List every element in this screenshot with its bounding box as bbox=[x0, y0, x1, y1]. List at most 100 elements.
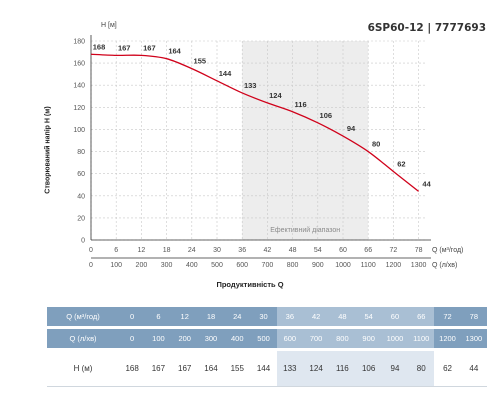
table-cell-h: 62 bbox=[434, 351, 461, 387]
table-cell-q-lmin: 200 bbox=[171, 329, 198, 348]
y-tick-label: 40 bbox=[77, 193, 85, 200]
x-tick-label-m3h: 36 bbox=[238, 247, 246, 254]
x-tick-label-m3h: 6 bbox=[114, 247, 118, 254]
y-tick-label: 140 bbox=[73, 83, 85, 90]
x-tick-label-lmin: 600 bbox=[236, 262, 248, 269]
x-tick-label-m3h: 78 bbox=[415, 247, 423, 254]
x-tick-label-m3h: 48 bbox=[289, 247, 297, 254]
table-cell-q-m3h: 72 bbox=[434, 307, 461, 326]
x-tick-label-lmin: 900 bbox=[312, 262, 324, 269]
x-tick-label-lmin: 800 bbox=[287, 262, 299, 269]
table-cell-q-m3h: 66 bbox=[408, 307, 435, 326]
x-tick-label-m3h: 60 bbox=[339, 247, 347, 254]
y-tick-label: 120 bbox=[73, 105, 85, 112]
y-tick-label: 60 bbox=[77, 171, 85, 178]
pump-curve-chart: Ефективний діапазон020406080100120140160… bbox=[73, 22, 463, 269]
table-cell-h: 106 bbox=[355, 351, 382, 387]
performance-table: Q (м³/год) 0 6 12 18 24 30 36 42 48 54 60 66 72 78 Q … bbox=[47, 307, 487, 387]
x-tick-label-m3h: 18 bbox=[163, 247, 171, 254]
data-label: 44 bbox=[422, 179, 431, 188]
table-cell-q-m3h: 42 bbox=[302, 307, 330, 326]
x-tick-label-lmin: 1100 bbox=[361, 262, 376, 269]
table-cell-q-m3h: 0 bbox=[119, 307, 146, 326]
x-unit-label-m3h: Q (м³/год) bbox=[432, 247, 463, 254]
table-cell-h: 133 bbox=[276, 351, 303, 387]
data-label: 164 bbox=[168, 47, 181, 56]
x-tick-label-lmin: 1000 bbox=[335, 262, 351, 269]
y-unit-label: H [м] bbox=[101, 22, 117, 29]
x-tick-label-lmin: 300 bbox=[161, 262, 173, 269]
table-cell-q-lmin: 500 bbox=[250, 329, 277, 348]
table-cell-q-m3h: 78 bbox=[460, 307, 487, 326]
x-tick-label-lmin: 100 bbox=[110, 262, 122, 269]
table-cell-h: 168 bbox=[119, 351, 146, 387]
table-cell-h: 44 bbox=[460, 351, 487, 387]
pump-curve-line bbox=[90, 53, 420, 192]
y-tick-label: 20 bbox=[77, 215, 85, 222]
data-label: 144 bbox=[219, 69, 232, 78]
table-cell-q-lmin: 100 bbox=[145, 329, 172, 348]
table-cell-q-lmin: 700 bbox=[302, 329, 330, 348]
table-cell-q-m3h: 48 bbox=[329, 307, 356, 326]
table-cell-q-lmin: 1000 bbox=[381, 329, 409, 348]
table-cell-q-lmin: 300 bbox=[197, 329, 225, 348]
x-tick-label-m3h: 12 bbox=[138, 247, 146, 254]
table-cell-q-lmin: 1200 bbox=[434, 329, 461, 348]
data-label: 116 bbox=[295, 100, 307, 109]
y-tick-label: 100 bbox=[73, 127, 85, 134]
efficient-range-label: Ефективний діапазон bbox=[270, 226, 340, 234]
efficient-range-band bbox=[242, 41, 369, 240]
x-axis-title: Продуктивність Q bbox=[216, 280, 284, 289]
data-label: 133 bbox=[244, 81, 257, 90]
table-cell-q-m3h: 24 bbox=[224, 307, 251, 326]
table-row-q-m3h: Q (м³/год) 0 6 12 18 24 30 36 42 48 54 60 66 72 78 bbox=[47, 307, 487, 326]
x-tick-label-m3h: 0 bbox=[89, 247, 93, 254]
model-label: 6SP60-12 | 7777693 bbox=[367, 22, 486, 34]
x-tick-label-lmin: 1300 bbox=[411, 262, 427, 269]
y-tick-label: 80 bbox=[77, 149, 85, 156]
table-header-h: H (м) bbox=[47, 351, 119, 387]
table-cell-h: 164 bbox=[197, 351, 225, 387]
y-tick-label: 180 bbox=[73, 39, 85, 46]
table-cell-q-m3h: 30 bbox=[250, 307, 277, 326]
data-label: 167 bbox=[143, 43, 156, 52]
y-axis-title: Створюваний напір H (м) bbox=[44, 106, 52, 194]
table-cell-q-m3h: 6 bbox=[145, 307, 172, 326]
x-tick-label-lmin: 0 bbox=[89, 262, 93, 269]
table-cell-q-lmin: 0 bbox=[119, 329, 146, 348]
table-cell-h: 167 bbox=[171, 351, 198, 387]
table-cell-q-m3h: 54 bbox=[355, 307, 382, 326]
table-cell-q-m3h: 18 bbox=[197, 307, 225, 326]
x-tick-label-lmin: 200 bbox=[136, 262, 148, 269]
table-cell-h: 167 bbox=[145, 351, 172, 387]
x-tick-label-m3h: 66 bbox=[364, 247, 372, 254]
table-cell-q-m3h: 60 bbox=[381, 307, 409, 326]
data-label: 80 bbox=[372, 140, 380, 149]
data-label: 168 bbox=[93, 42, 106, 51]
x-tick-label-lmin: 1200 bbox=[386, 262, 402, 269]
table-cell-q-lmin: 400 bbox=[224, 329, 251, 348]
table-cell-q-lmin: 600 bbox=[276, 329, 303, 348]
data-label: 62 bbox=[397, 159, 405, 168]
table-cell-h: 155 bbox=[224, 351, 251, 387]
data-label: 106 bbox=[320, 111, 333, 120]
table-cell-h: 144 bbox=[250, 351, 277, 387]
table-cell-q-m3h: 12 bbox=[171, 307, 198, 326]
x-tick-label-lmin: 700 bbox=[262, 262, 274, 269]
x-unit-label-lmin: Q (л/хв) bbox=[432, 262, 457, 269]
y-tick-label: 0 bbox=[81, 238, 85, 245]
table-cell-h: 116 bbox=[329, 351, 356, 387]
y-tick-label: 160 bbox=[73, 61, 85, 68]
x-tick-label-m3h: 42 bbox=[264, 247, 272, 254]
table-cell-q-lmin: 900 bbox=[355, 329, 382, 348]
table-cell-q-lmin: 1300 bbox=[460, 329, 487, 348]
table-header-q-m3h: Q (м³/год) bbox=[47, 307, 119, 326]
table-cell-q-m3h: 36 bbox=[276, 307, 303, 326]
table-cell-h: 80 bbox=[408, 351, 435, 387]
x-tick-label-lmin: 500 bbox=[211, 262, 223, 269]
data-label: 124 bbox=[269, 91, 282, 100]
table-row-h: H (м) 168 167 167 164 155 144 133 124 116 106 94 80… bbox=[47, 351, 487, 387]
data-label: 94 bbox=[347, 124, 356, 133]
table-cell-h: 94 bbox=[381, 351, 409, 387]
table-cell-q-lmin: 1100 bbox=[408, 329, 435, 348]
